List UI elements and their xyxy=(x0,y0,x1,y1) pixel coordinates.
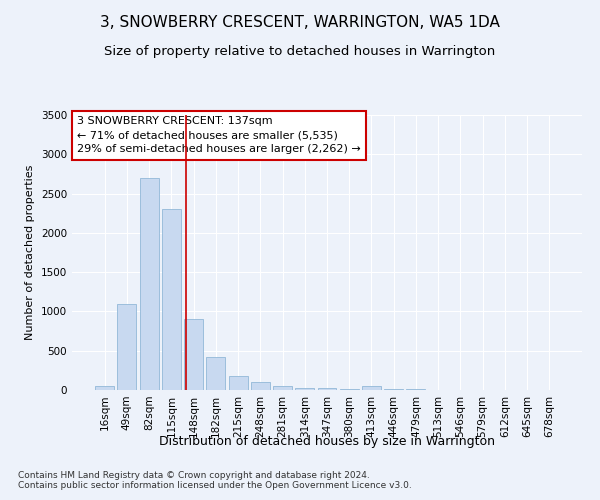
Text: 3 SNOWBERRY CRESCENT: 137sqm
← 71% of detached houses are smaller (5,535)
29% of: 3 SNOWBERRY CRESCENT: 137sqm ← 71% of de… xyxy=(77,116,361,154)
Text: 3, SNOWBERRY CRESCENT, WARRINGTON, WA5 1DA: 3, SNOWBERRY CRESCENT, WARRINGTON, WA5 1… xyxy=(100,15,500,30)
Bar xyxy=(317,388,337,390)
Bar xyxy=(140,178,158,390)
Bar xyxy=(384,389,403,390)
Bar xyxy=(229,376,248,390)
Bar xyxy=(118,304,136,390)
Bar xyxy=(295,388,314,390)
Bar xyxy=(184,320,203,390)
Bar xyxy=(95,386,114,390)
Bar xyxy=(251,382,270,390)
Bar xyxy=(273,386,292,390)
Bar xyxy=(206,357,225,390)
Text: Size of property relative to detached houses in Warrington: Size of property relative to detached ho… xyxy=(104,45,496,58)
Text: Contains HM Land Registry data © Crown copyright and database right 2024.
Contai: Contains HM Land Registry data © Crown c… xyxy=(18,470,412,490)
Text: Distribution of detached houses by size in Warrington: Distribution of detached houses by size … xyxy=(159,435,495,448)
Y-axis label: Number of detached properties: Number of detached properties xyxy=(25,165,35,340)
Bar xyxy=(340,389,359,390)
Bar xyxy=(162,210,181,390)
Bar xyxy=(362,386,381,390)
